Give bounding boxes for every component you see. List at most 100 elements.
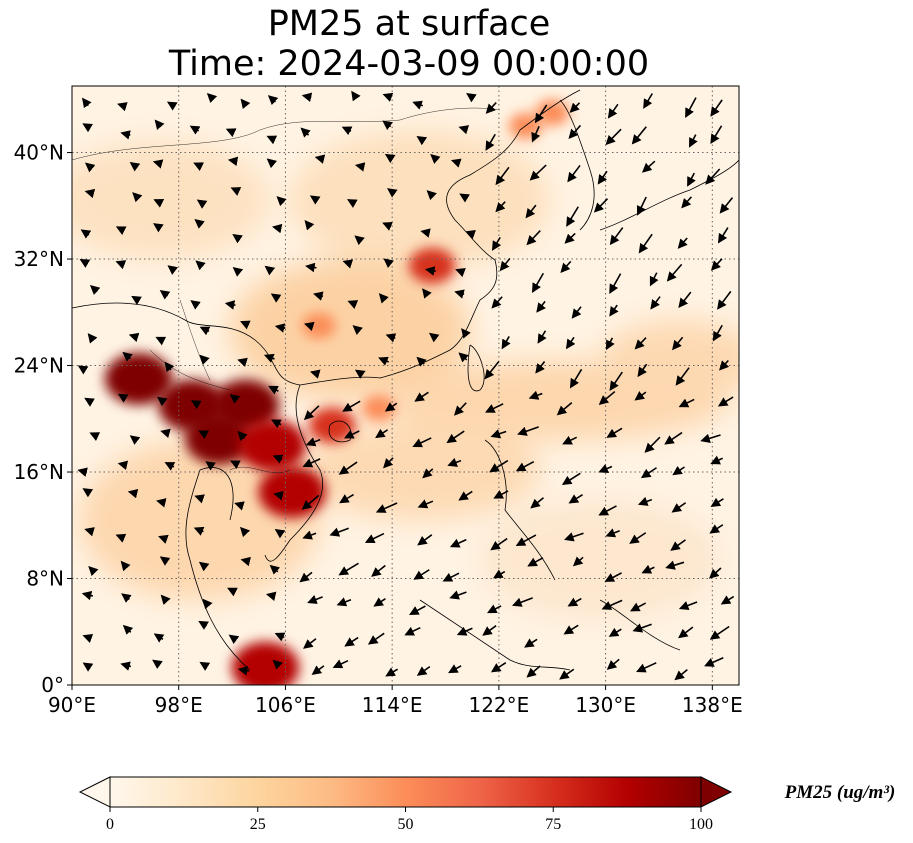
- wind-arrow: [198, 561, 210, 572]
- wind-arrow: [465, 230, 476, 240]
- wind-arrow: [354, 369, 366, 379]
- wind-arrow: [489, 459, 509, 473]
- wind-arrow: [412, 100, 424, 110]
- wind-arrow: [515, 534, 537, 546]
- wind-arrow: [122, 351, 133, 362]
- wind-arrow: [154, 119, 165, 130]
- wind-arrow: [672, 336, 684, 351]
- wind-arrow: [387, 188, 398, 198]
- wind-arrow: [490, 429, 507, 439]
- wind-arrow: [525, 204, 537, 219]
- wind-arrow: [193, 526, 205, 536]
- wind-arrow: [120, 560, 131, 572]
- wind-arrow: [155, 336, 167, 346]
- wind-arrow: [719, 359, 730, 371]
- wind-arrow: [422, 288, 432, 299]
- wind-arrow: [82, 662, 94, 672]
- wind-arrow: [458, 490, 473, 501]
- wind-arrow: [637, 496, 653, 506]
- wind-arrow: [424, 266, 436, 276]
- wind-vectors: [77, 90, 735, 681]
- wind-arrow: [338, 562, 359, 576]
- colorbar-unit-label: PM25 (ug/m³): [784, 782, 896, 803]
- wind-arrow: [332, 659, 349, 669]
- wind-arrow: [638, 233, 653, 254]
- wind-arrow: [84, 527, 95, 537]
- wind-arrow: [664, 431, 683, 445]
- wind-arrow: [299, 571, 313, 583]
- wind-arrow: [232, 233, 243, 244]
- wind-arrow: [666, 263, 683, 282]
- wind-arrow: [267, 95, 279, 106]
- wind-arrow: [568, 493, 583, 504]
- pm25-hotspot-6: [308, 407, 356, 444]
- wind-arrow: [449, 590, 467, 600]
- x-tick-label: 90°E: [48, 693, 96, 717]
- wind-arrow: [416, 356, 427, 367]
- wind-arrow: [493, 489, 509, 499]
- wind-arrow: [122, 624, 134, 635]
- wind-arrow: [157, 396, 168, 407]
- wind-arrow: [329, 527, 349, 537]
- wind-arrow: [556, 402, 573, 416]
- wind-arrow: [229, 393, 241, 404]
- wind-arrow: [412, 437, 432, 448]
- x-tick-label: 114°E: [362, 693, 423, 717]
- wind-arrow: [453, 402, 467, 416]
- wind-arrow: [166, 101, 178, 111]
- wind-arrow: [373, 597, 386, 607]
- wind-arrow: [271, 419, 282, 429]
- y-tick-label: 8°N: [26, 567, 64, 591]
- wind-arrow: [234, 501, 245, 511]
- wind-arrow: [198, 430, 209, 440]
- wind-arrow: [422, 468, 434, 479]
- wind-arrow: [152, 659, 163, 670]
- wind-arrow: [131, 295, 142, 305]
- wind-arrow: [566, 206, 579, 227]
- wind-arrow: [709, 524, 724, 534]
- wind-arrow: [301, 494, 320, 510]
- wind-arrow: [371, 564, 386, 577]
- wind-arrow: [605, 528, 620, 538]
- wind-arrow: [195, 260, 206, 271]
- wind-arrow: [237, 666, 250, 676]
- wind-arrow: [132, 192, 143, 203]
- x-tick-label: 98°E: [155, 693, 203, 717]
- y-tick-label: 40°N: [14, 141, 64, 165]
- wind-arrow: [158, 534, 169, 544]
- wind-arrow: [637, 363, 648, 378]
- pm25-hotspot-7: [361, 395, 396, 422]
- wind-arrow: [117, 393, 129, 403]
- y-tick-label: 24°N: [14, 354, 64, 378]
- wind-arrow: [607, 103, 619, 119]
- map-frame: [71, 85, 740, 686]
- wind-arrow: [709, 625, 730, 640]
- gridlines: [72, 86, 739, 685]
- wind-arrow: [709, 567, 722, 579]
- wind-arrow: [382, 120, 393, 131]
- wind-arrow: [564, 232, 576, 244]
- wind-arrow: [608, 627, 622, 637]
- wind-arrow: [206, 92, 218, 104]
- chart-title-line1: PM25 at surface: [267, 4, 551, 44]
- wind-arrow: [677, 237, 688, 249]
- wind-arrow: [117, 102, 128, 112]
- wind-arrow: [569, 368, 583, 389]
- wind-arrow: [385, 667, 399, 677]
- wind-arrow: [344, 636, 359, 647]
- wind-arrow: [710, 258, 723, 271]
- wind-arrow: [239, 320, 251, 330]
- wind-arrow: [198, 620, 209, 630]
- chart-title-line2: Time: 2024-03-09 00:00:00: [168, 44, 650, 84]
- wind-arrow: [609, 304, 619, 317]
- wind-arrow: [385, 333, 397, 343]
- wind-arrow: [230, 460, 241, 470]
- wind-arrow: [495, 166, 510, 186]
- x-axis-ticks: 90°E 98°E 106°E 114°E 122°E 130°E 138°E: [48, 685, 743, 717]
- wind-arrow: [562, 435, 578, 445]
- wind-arrow: [517, 426, 539, 436]
- wind-arrow: [343, 429, 360, 439]
- wind-arrow: [375, 502, 398, 513]
- pm25-hotspot-9: [301, 312, 336, 339]
